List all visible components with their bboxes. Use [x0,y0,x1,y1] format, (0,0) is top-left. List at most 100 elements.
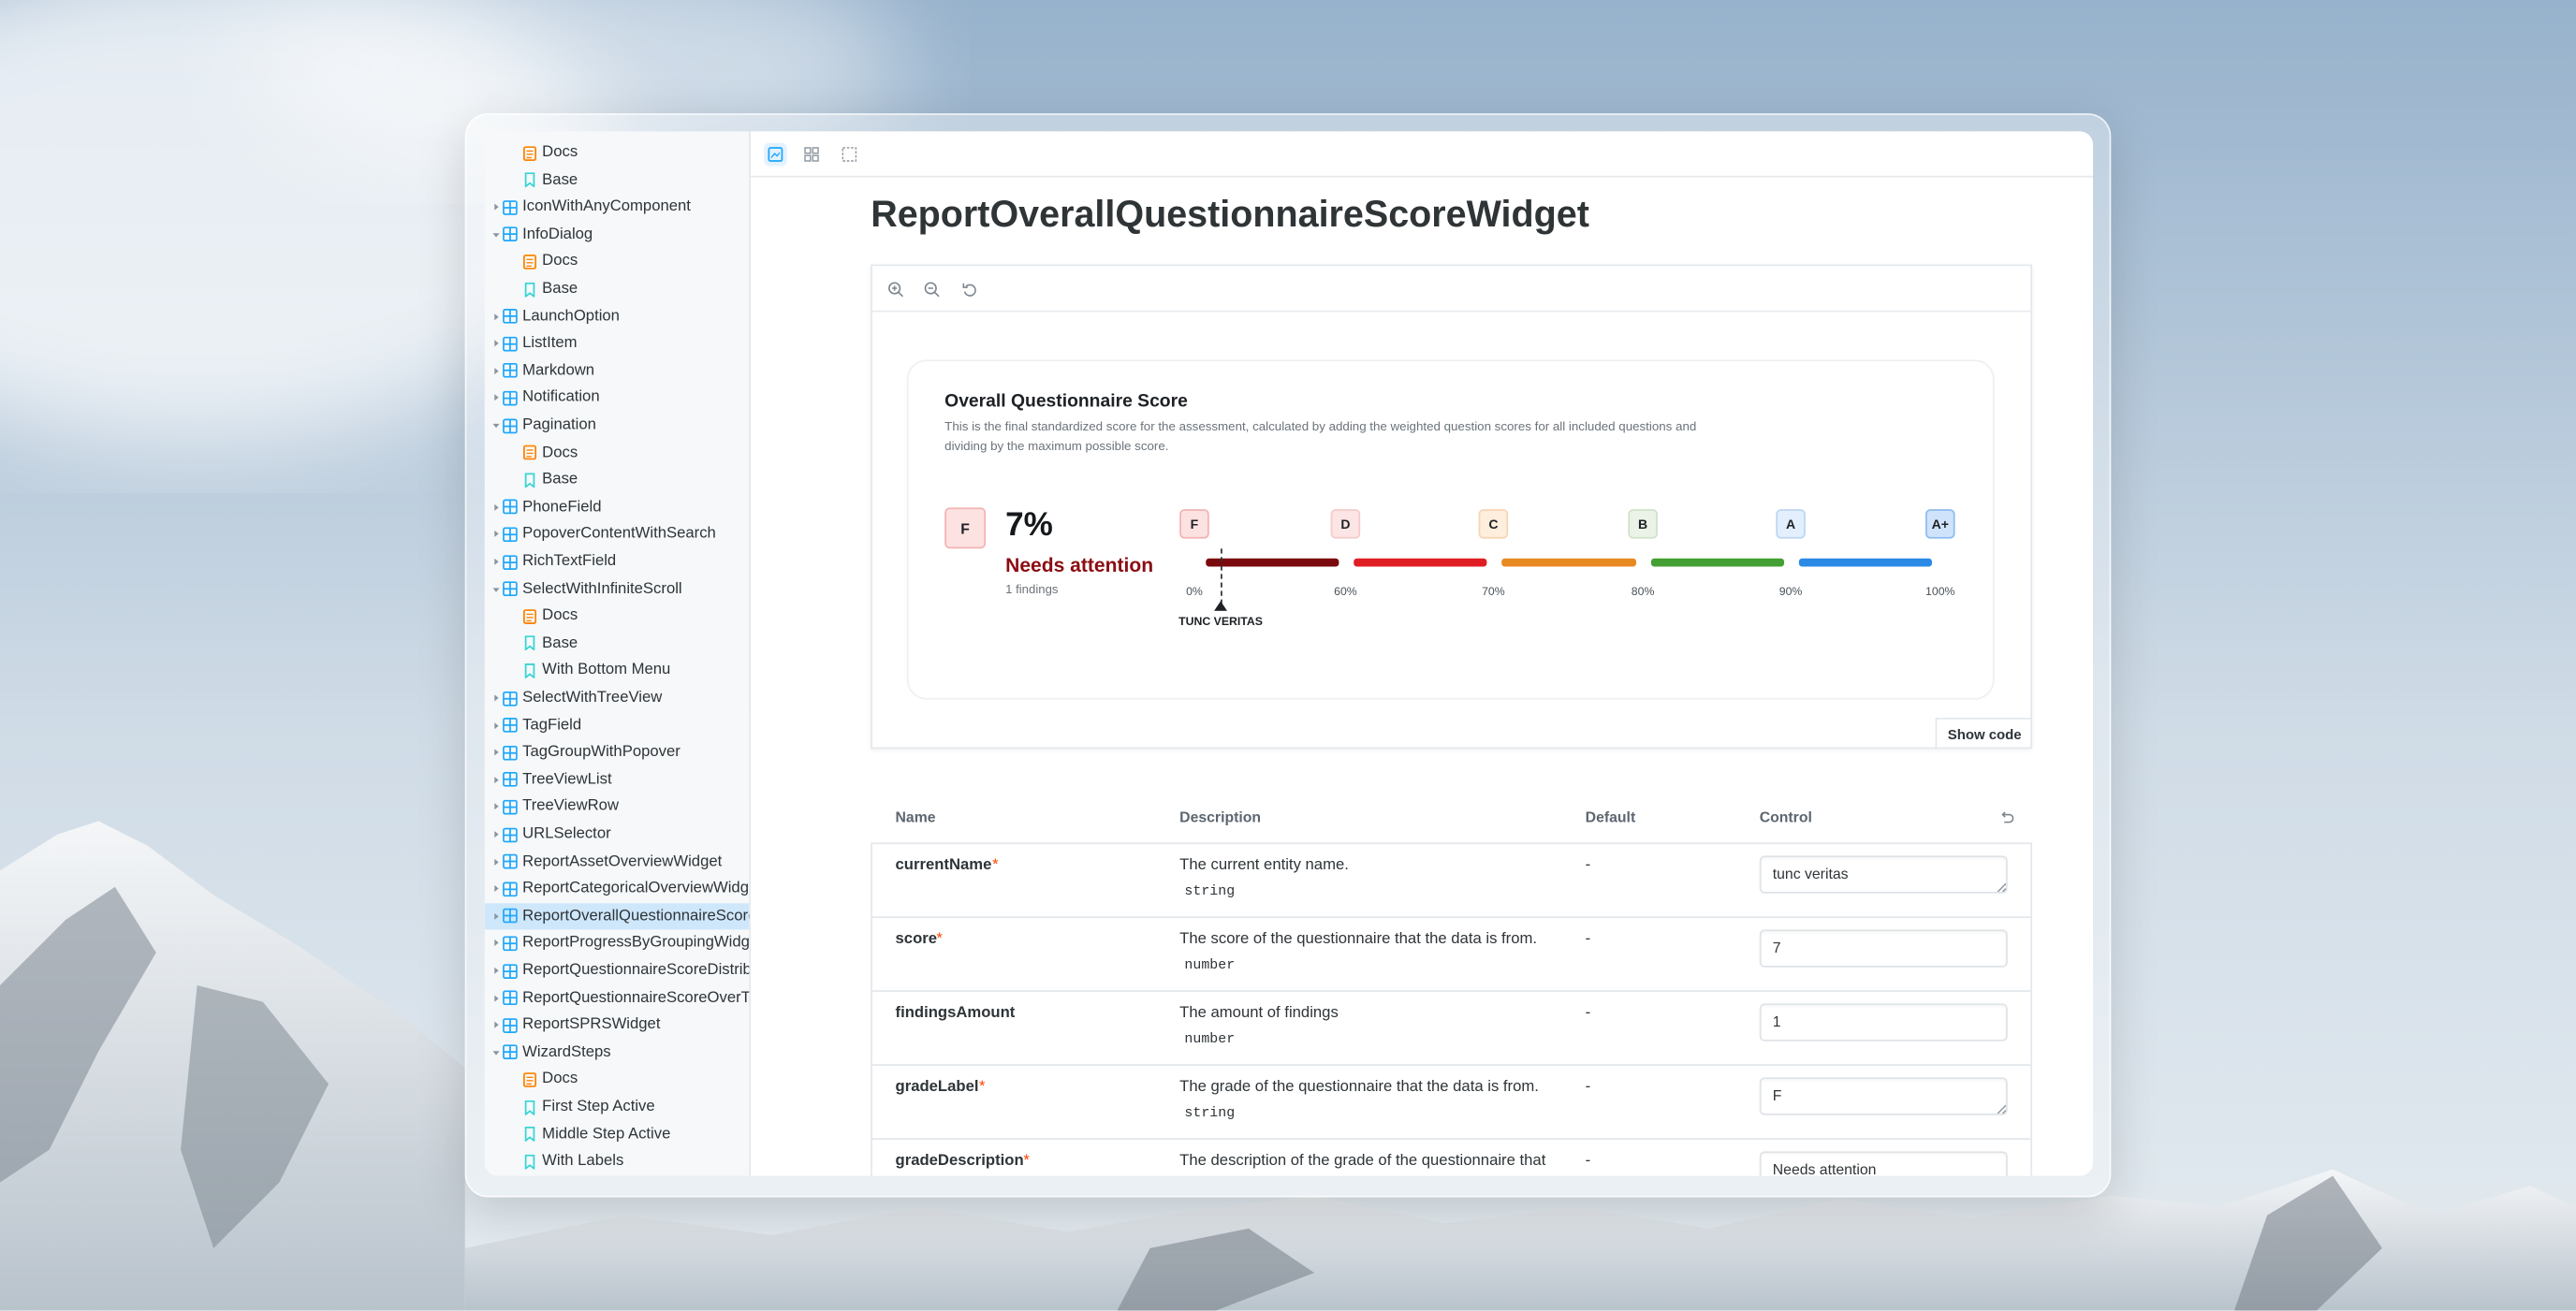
doc-icon [522,254,537,269]
doc-icon [522,1071,537,1087]
table-row [871,842,2033,919]
prop-default: - [1585,855,1591,875]
control-input[interactable]: tunc veritas [1759,855,2008,894]
sidebar-item[interactable]: Base [542,279,578,299]
sidebar-item[interactable]: First Step Active [542,1097,655,1116]
sidebar-item[interactable]: RichTextField [522,552,617,571]
prop-description: The amount of findings [1179,1003,1339,1023]
comp-icon [503,826,518,842]
story-icon [522,635,537,652]
sidebar-item[interactable]: Notification [522,388,600,407]
comp-icon [503,691,518,706]
sidebar-item[interactable]: InfoDialog [522,225,593,243]
sidebar-item[interactable]: ReportProgressByGroupingWidge [522,934,750,953]
page-title: ReportOverallQuestionnaireScoreWidget [871,193,1589,235]
scale-tick: 70% [1482,587,1505,599]
tree-arrow [491,993,502,1003]
show-code-button[interactable]: Show code [1935,717,2033,750]
sidebar-item[interactable]: PopoverContentWithSearch [522,525,716,544]
sidebar-item[interactable]: Docs [542,252,578,270]
sidebar-item[interactable]: LaunchOption [522,306,620,326]
sidebar-item[interactable]: ReportSPRSWidget [522,1015,661,1034]
tree-arrow [491,366,502,376]
control-input[interactable]: F [1759,1077,2008,1115]
sidebar-item[interactable]: ReportAssetOverviewWidget [522,852,723,870]
comp-icon [503,1017,518,1033]
sidebar-item[interactable]: Middle Step Active [542,1124,671,1143]
required-mark: * [1023,1151,1030,1171]
sidebar-item[interactable]: Pagination [522,415,596,434]
sidebar-item[interactable]: URLSelector [522,824,611,843]
story-icon [522,663,537,679]
sidebar-item[interactable]: Docs [542,606,578,625]
prop-default: - [1585,1077,1591,1097]
sidebar-item[interactable]: ReportQuestionnaireScoreDistribu [522,961,750,980]
required-mark: * [936,929,943,949]
doc-icon [522,608,537,624]
sidebar-item[interactable]: TagGroupWithPopover [522,743,681,762]
control-input[interactable]: 7 [1759,929,2008,968]
tree-arrow [491,884,502,895]
prop-default: - [1585,1003,1591,1023]
prop-description: The grade of the questionnaire that the … [1179,1077,1539,1097]
sidebar-item[interactable]: Base [542,170,578,189]
scale-tick: 60% [1334,587,1357,599]
doc-icon [522,145,537,161]
sidebar-item[interactable]: With Bottom Menu [542,661,671,679]
story-icon [522,472,537,488]
zoom-button [887,281,904,298]
zoom-button [923,281,940,298]
sidebar-item[interactable]: TreeViewRow [522,797,619,816]
scale-grade: F [1179,509,1209,539]
sidebar-item[interactable]: SelectWithInfiniteScroll [522,579,682,598]
comp-icon [503,554,518,570]
required-mark: * [992,855,999,875]
sidebar-item[interactable]: WizardSteps [522,1042,611,1061]
comp-icon [503,500,518,515]
tree-arrow [491,229,502,240]
sidebar-item[interactable]: ReportQuestionnaireScoreOverTi [522,988,750,1007]
prop-type: string [1184,1104,1236,1122]
widget-title: Overall Questionnaire Score [944,391,1188,412]
prop-name: gradeLabel [895,1077,979,1097]
table-header: Description [1179,808,1262,825]
prop-default: - [1585,929,1591,949]
sidebar-item[interactable]: TagField [522,715,582,735]
tree-arrow [491,939,502,949]
sidebar-item[interactable]: Base [542,634,578,652]
tree-arrow [491,339,502,349]
tree-arrow [491,420,502,430]
tree-arrow [491,693,502,704]
prop-name: gradeDescription [895,1151,1024,1171]
comp-icon [503,1044,518,1060]
sidebar-item[interactable]: Markdown [522,361,595,380]
sidebar-item[interactable]: TreeViewList [522,770,612,789]
sidebar-item[interactable]: PhoneField [522,497,602,517]
sidebar-item[interactable]: Docs [542,143,578,162]
sidebar-item[interactable]: ListItem [522,334,578,353]
sidebar-item[interactable]: ReportOverallQuestionnaireScore [522,906,750,925]
sidebar-item[interactable]: Base [542,470,578,489]
comp-icon [503,417,518,433]
sidebar-item[interactable]: ReportCategoricalOverviewWidg [522,879,749,898]
sidebar-item[interactable]: SelectWithTreeView [522,688,663,707]
scale-tick: 80% [1631,587,1655,599]
scale-tick: 100% [1925,587,1955,599]
sidebar-item[interactable]: IconWithAnyComponent [522,197,691,216]
comp-icon [503,226,518,242]
control-input[interactable]: Needs attention [1759,1151,2008,1176]
sidebar-item[interactable]: Docs [542,1070,578,1089]
story-icon [522,172,537,189]
sidebar-item[interactable]: With Labels [542,1152,624,1171]
tree-arrow [491,584,502,594]
prop-type: string [1184,882,1236,900]
resize-handle [1996,881,2007,893]
sidebar-item[interactable]: Docs [542,443,578,461]
comp-icon [503,881,518,896]
tree-arrow [491,966,502,976]
tree-arrow [491,503,502,513]
scale-tick: 90% [1778,587,1803,599]
control-input[interactable]: 1 [1759,1003,2008,1042]
tree-arrow [491,829,502,839]
prop-name: currentName [895,855,992,875]
